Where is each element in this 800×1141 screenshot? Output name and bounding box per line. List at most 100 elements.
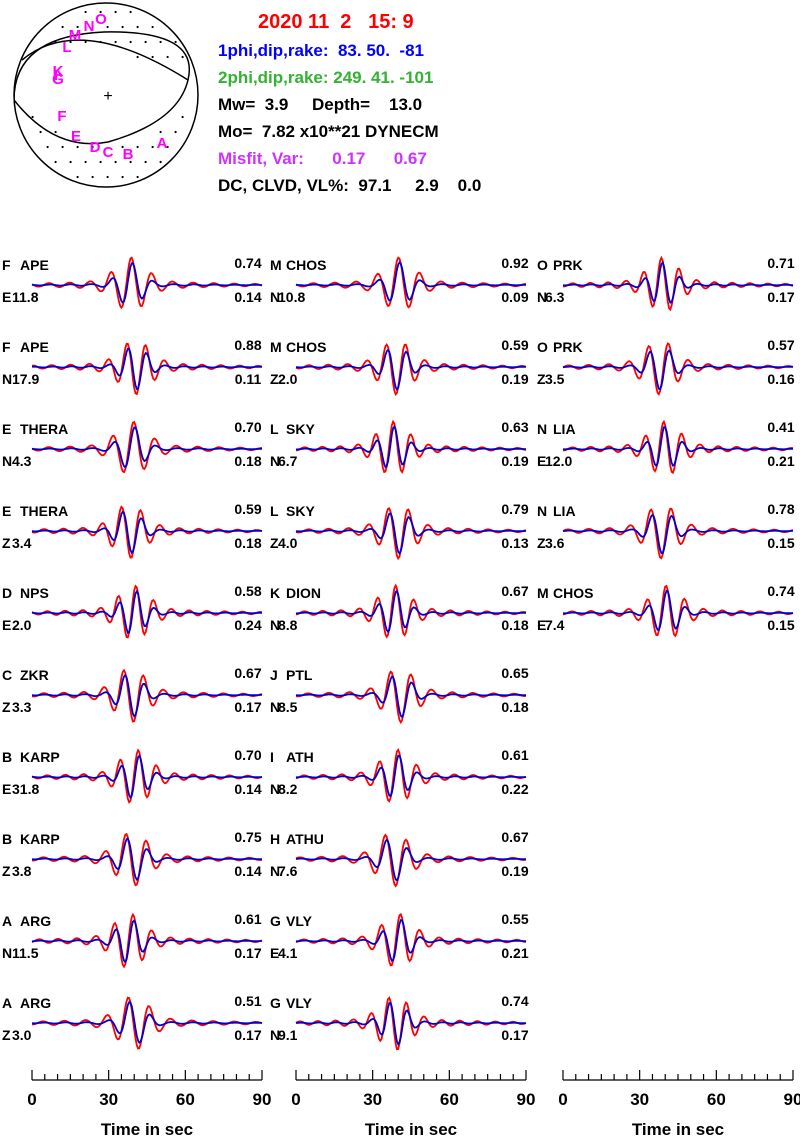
station-letter: O xyxy=(537,339,548,355)
trace-panel: M CHOS 0.74 E7.4 0.15 xyxy=(537,583,795,638)
station-name: ARG xyxy=(20,913,51,929)
observed-waveform xyxy=(295,833,527,888)
component: Z xyxy=(537,535,546,551)
station-name: KARP xyxy=(20,831,60,847)
trace-panel: E THERA 0.70 N 4.3 0.18 xyxy=(2,419,262,474)
variance-reduction: 0.61 xyxy=(234,911,261,927)
max-amplitude: 3.5 xyxy=(545,371,565,387)
synthetic-waveform xyxy=(32,837,262,881)
synthetic-waveform xyxy=(295,261,526,302)
station-letter: O xyxy=(537,257,548,273)
time-axes: 0 30 60 90 Time in sec 0 30 60 90 Time in sec 0 30 6… xyxy=(27,1070,800,1139)
max-amplitude: 11.8 xyxy=(12,289,39,305)
station-marker-k: K xyxy=(53,63,64,80)
max-amplitude: 4.1 xyxy=(278,945,298,961)
synthetic-waveform xyxy=(32,1001,263,1044)
tick-label: 60 xyxy=(440,1090,459,1109)
variance-reduction: 0.70 xyxy=(234,747,261,763)
max-amplitude: 7.4 xyxy=(545,617,565,633)
station-letter: H xyxy=(270,831,280,847)
trace-panel: G VLY 0.74 N9.1 0.17 xyxy=(270,993,529,1051)
event-datetime: 2020 11 2 15: 9 xyxy=(258,11,414,33)
time-shift: 0.19 xyxy=(501,453,528,469)
station-letter: B xyxy=(2,749,12,765)
time-shift: 0.16 xyxy=(767,371,794,387)
station-name: VLY xyxy=(286,995,313,1011)
station-name: THERA xyxy=(20,421,68,437)
time-shift: 0.18 xyxy=(501,699,528,715)
max-amplitude: 6.7 xyxy=(278,453,298,469)
component: E xyxy=(537,453,546,469)
station-marker-i: I xyxy=(54,67,58,84)
variance-reduction: 0.67 xyxy=(501,829,528,845)
station-marker-g: G xyxy=(52,71,64,88)
component: N xyxy=(537,289,547,305)
station-name: VLY xyxy=(286,913,313,929)
max-amplitude: 6.3 xyxy=(545,289,565,305)
station-marker-b: B xyxy=(123,146,134,163)
trace-panel: A ARG 0.51 Z 3.0 0.17 xyxy=(2,993,263,1050)
trace-panel: J PTL 0.65 N8.5 0.18 xyxy=(270,665,529,725)
component: N xyxy=(270,699,280,715)
trace-panel: C ZKR 0.67 Z 3.3 0.17 xyxy=(2,665,263,723)
variance-reduction: 0.51 xyxy=(234,993,261,1009)
station-name: THERA xyxy=(20,503,68,519)
component: N xyxy=(270,1027,280,1043)
variance-reduction: 0.67 xyxy=(234,665,261,681)
magnitude-depth: Mw= 3.9 Depth= 13.0 xyxy=(218,95,422,114)
trace-panel: A ARG 0.61 N 11.5 0.17 xyxy=(2,911,263,969)
max-amplitude: 11.5 xyxy=(12,945,39,961)
station-name: ARG xyxy=(20,995,51,1011)
observed-waveform xyxy=(295,996,527,1051)
trace-panel: E THERA 0.59 Z 3.4 0.18 xyxy=(2,501,263,559)
component: E xyxy=(537,617,546,633)
variance-reduction: 0.61 xyxy=(501,747,528,763)
component: N xyxy=(270,863,280,879)
time-shift: 0.19 xyxy=(501,863,528,879)
solution-header: 2020 11 2 15: 9 1phi,dip,rake: 83. 50. -… xyxy=(218,11,481,195)
time-shift: 0.18 xyxy=(234,453,261,469)
synthetic-waveform xyxy=(31,510,262,555)
component: E xyxy=(2,617,11,633)
max-amplitude: 12.0 xyxy=(545,453,572,469)
station-name: LIA xyxy=(553,503,576,519)
variance-reduction: 0.78 xyxy=(767,501,794,517)
station-name: DION xyxy=(286,585,321,601)
component: Z xyxy=(270,371,279,387)
component: N xyxy=(270,617,280,633)
station-letter: G xyxy=(270,995,281,1011)
station-letter: M xyxy=(270,339,282,355)
time-axis-label: Time in sec xyxy=(632,1120,724,1139)
time-shift: 0.18 xyxy=(501,617,528,633)
component: Z xyxy=(2,863,11,879)
variance-reduction: 0.58 xyxy=(234,583,261,599)
station-letter: K xyxy=(270,585,280,601)
variance-reduction: 0.74 xyxy=(501,993,528,1009)
synthetic-waveform xyxy=(295,675,526,719)
time-shift: 0.17 xyxy=(234,945,261,961)
station-name: CHOS xyxy=(553,585,593,601)
variance-reduction: 0.70 xyxy=(234,419,261,435)
synthetic-waveform xyxy=(295,589,526,634)
station-marker-e: E xyxy=(71,128,81,145)
station-letter: E xyxy=(2,503,11,519)
component: Z xyxy=(2,1027,11,1043)
synthetic-waveform xyxy=(31,426,262,469)
station-letter: M xyxy=(270,257,282,273)
station-name: APE xyxy=(20,257,49,273)
station-letter: I xyxy=(270,749,274,765)
station-name: NPS xyxy=(20,585,49,601)
synthetic-waveform xyxy=(296,919,527,962)
observed-waveform xyxy=(295,419,527,474)
variance-reduction: 0.74 xyxy=(767,583,794,599)
time-shift: 0.22 xyxy=(501,781,528,797)
synthetic-waveform xyxy=(296,754,527,798)
time-axis-label: Time in sec xyxy=(365,1120,457,1139)
synthetic-waveform xyxy=(295,1001,527,1046)
time-shift: 0.15 xyxy=(767,535,794,551)
time-shift: 0.18 xyxy=(234,535,261,551)
station-letter: A xyxy=(2,995,12,1011)
synthetic-waveform xyxy=(295,838,526,882)
